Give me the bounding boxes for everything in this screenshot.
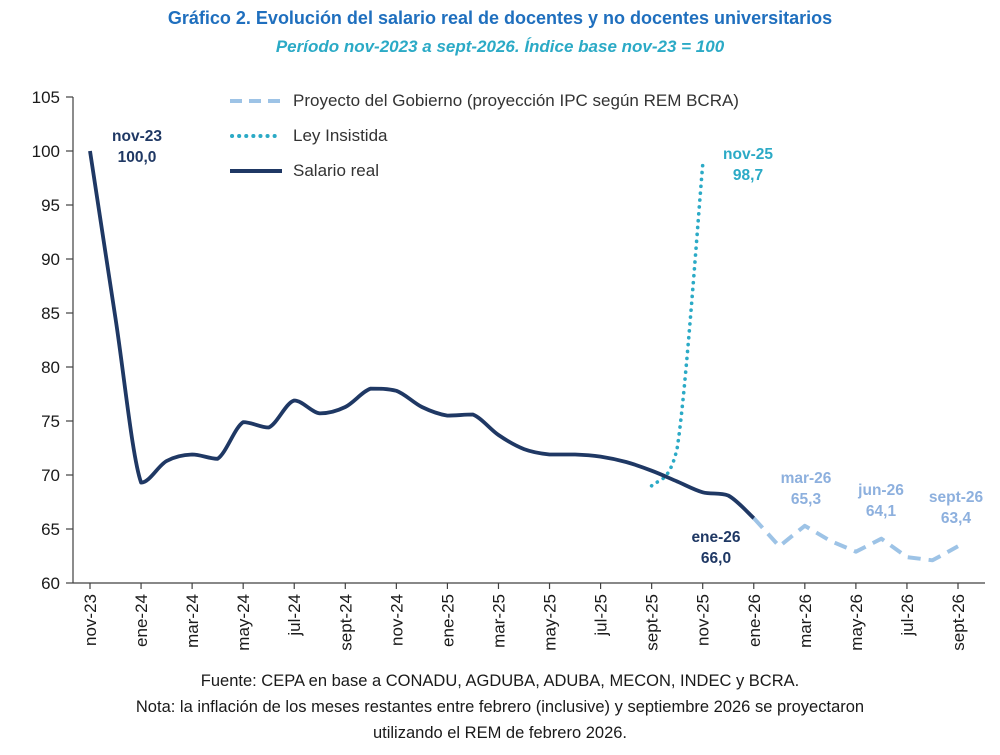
y-tick-label: 95 bbox=[41, 196, 60, 215]
y-tick-label: 60 bbox=[41, 574, 60, 593]
y-tick-label: 80 bbox=[41, 358, 60, 377]
legend-item-salario-real: Salario real bbox=[230, 158, 739, 183]
annotation-sept-26: sept-26 63,4 bbox=[929, 487, 983, 529]
x-tick-label: mar-24 bbox=[183, 594, 202, 648]
annotation-nov-25: nov-25 98,7 bbox=[723, 144, 773, 186]
x-tick-label: ene-26 bbox=[745, 594, 764, 647]
legend: Proyecto del Gobierno (proyección IPC se… bbox=[230, 88, 739, 193]
x-tick-label: nov-23 bbox=[81, 594, 100, 646]
axes bbox=[66, 96, 985, 589]
annotation-label: mar-26 bbox=[780, 470, 832, 487]
x-tick-label: ene-25 bbox=[438, 594, 457, 647]
y-tick-label: 65 bbox=[41, 520, 60, 539]
annotation-label: jun-26 bbox=[858, 482, 904, 499]
annotation-value: 66,0 bbox=[700, 550, 732, 567]
dashed-line-sample bbox=[230, 98, 282, 103]
annotation-value: 64,1 bbox=[865, 503, 897, 520]
y-tick-label: 100 bbox=[32, 142, 60, 161]
x-tick-label: mar-26 bbox=[796, 594, 815, 648]
series-proyecto-gobierno bbox=[752, 516, 959, 563]
y-tick-label: 90 bbox=[41, 250, 60, 269]
legend-label-salario-real: Salario real bbox=[293, 160, 379, 180]
chart-subtitle: Período nov-2023 a sept-2026. Índice bas… bbox=[275, 37, 725, 56]
x-tick-label: may-26 bbox=[847, 594, 866, 651]
y-tick-label: 70 bbox=[41, 466, 60, 485]
y-tick-label: 105 bbox=[32, 88, 60, 107]
x-tick-label: sept-26 bbox=[949, 594, 968, 651]
annotation-label: nov-23 bbox=[112, 128, 162, 145]
chart-footer: Fuente: CEPA en base a CONADU, AGDUBA, A… bbox=[0, 668, 1000, 746]
annotation-mar-26: mar-26 65,3 bbox=[781, 468, 832, 510]
annotation-value: 98,7 bbox=[732, 167, 764, 184]
source-note: Fuente: CEPA en base a CONADU, AGDUBA, A… bbox=[200, 672, 800, 690]
legend-label-proyecto-gobierno: Proyecto del Gobierno (proyección IPC se… bbox=[293, 90, 739, 110]
x-tick-label: nov-25 bbox=[694, 594, 713, 646]
annotation-label: nov-25 bbox=[723, 146, 773, 163]
dotted-line-sample bbox=[230, 133, 282, 138]
x-tick-label: jul-26 bbox=[898, 594, 917, 637]
x-tick-label: mar-25 bbox=[489, 594, 508, 648]
annotation-jun-26: jun-26 64,1 bbox=[858, 480, 904, 522]
x-tick-label: sept-25 bbox=[643, 594, 662, 651]
annotation-label: sept-26 bbox=[928, 489, 984, 506]
axis-labels: 60 65 70 75 80 85 90 95 100 105 nov-23 ene-24 mar-24… bbox=[32, 88, 968, 651]
annotation-value: 63,4 bbox=[940, 510, 972, 527]
x-tick-label: ene-24 bbox=[132, 594, 151, 647]
chart-title: Gráfico 2. Evolución del salario real de… bbox=[167, 8, 833, 28]
annotation-value: 65,3 bbox=[790, 491, 822, 508]
legend-label-ley-insistida: Ley Insistida bbox=[293, 125, 388, 145]
legend-item-ley-insistida: Ley Insistida bbox=[230, 123, 739, 148]
y-tick-label: 85 bbox=[41, 304, 60, 323]
series-ley-insistida bbox=[649, 163, 705, 488]
chart-canvas: 60 65 70 75 80 85 90 95 100 105 nov-23 ene-24 mar-24… bbox=[32, 88, 985, 651]
series-salario-real bbox=[88, 150, 756, 520]
x-tick-label: nov-24 bbox=[387, 594, 406, 646]
annotation-ene-26: ene-26 66,0 bbox=[691, 527, 740, 569]
x-tick-label: may-25 bbox=[541, 594, 560, 651]
y-tick-label: 75 bbox=[41, 412, 60, 431]
x-tick-label: sept-24 bbox=[336, 594, 355, 651]
x-tick-label: jul-25 bbox=[592, 594, 611, 637]
method-note: Nota: la inflación de los meses restante… bbox=[135, 698, 865, 742]
annotation-nov-23: nov-23 100,0 bbox=[112, 126, 162, 168]
solid-line-sample bbox=[230, 168, 282, 173]
legend-item-proyecto-gobierno: Proyecto del Gobierno (proyección IPC se… bbox=[230, 88, 739, 113]
x-tick-label: may-24 bbox=[234, 594, 253, 651]
annotation-label: ene-26 bbox=[691, 529, 741, 546]
annotation-value: 100,0 bbox=[117, 149, 157, 166]
x-tick-label: jul-24 bbox=[285, 594, 304, 637]
